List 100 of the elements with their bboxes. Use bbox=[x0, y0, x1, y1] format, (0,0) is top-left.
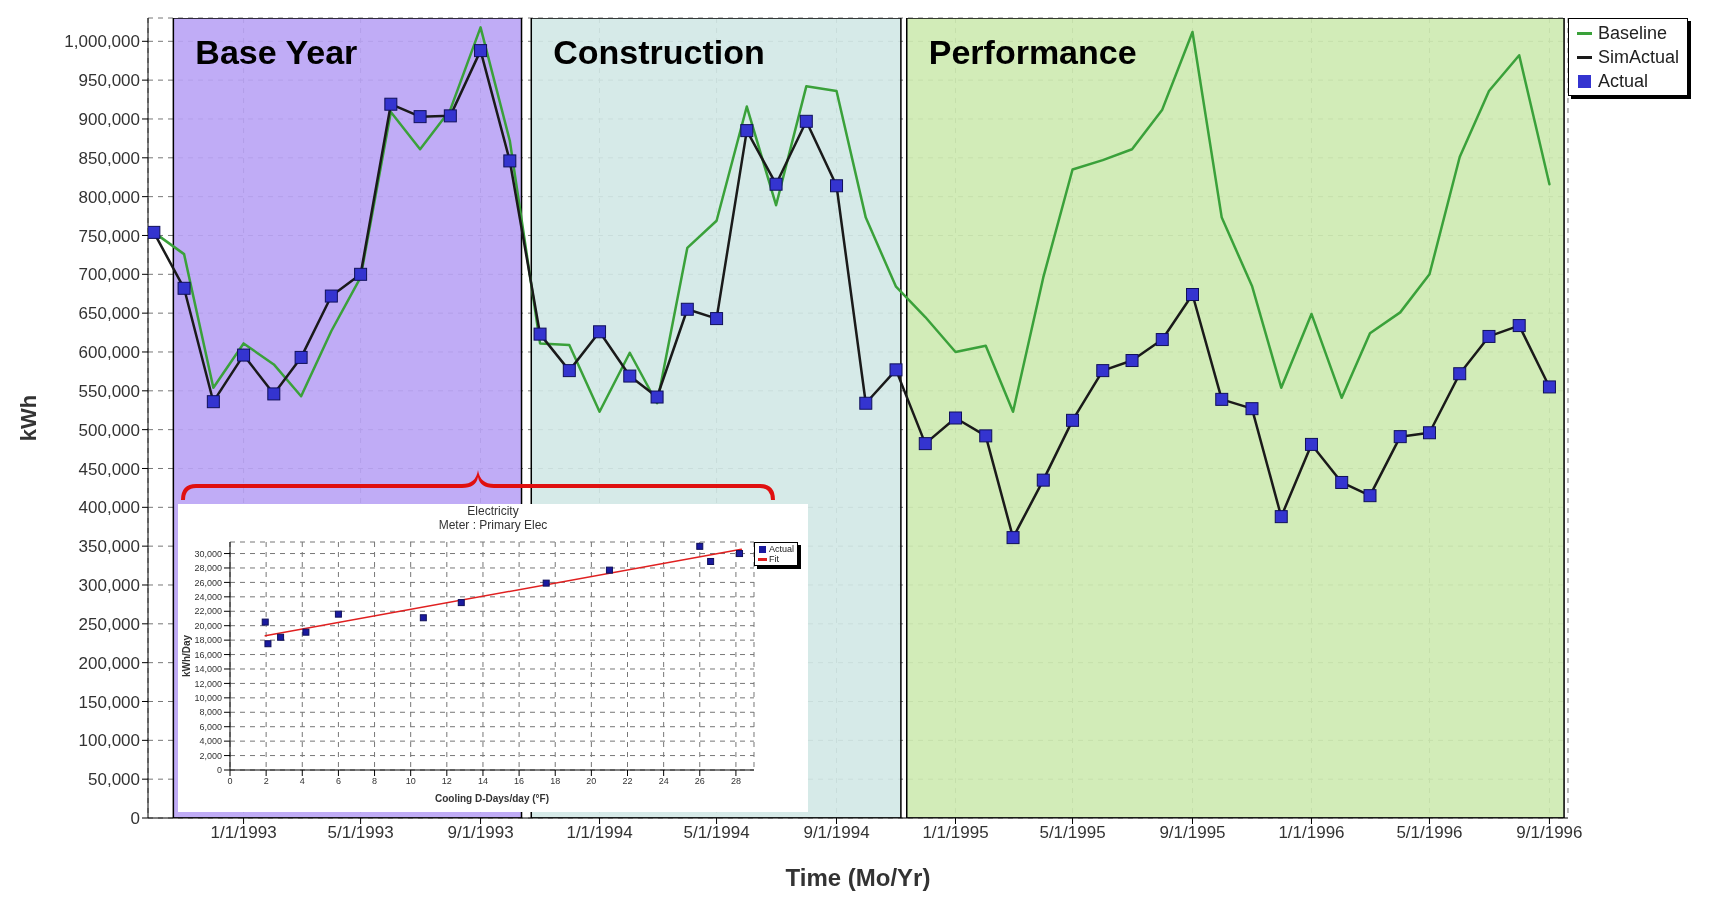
y-tick-label: 900,000 bbox=[78, 110, 140, 130]
y-tick-label: 30,000 bbox=[194, 548, 222, 559]
x-tick-label: 18 bbox=[550, 776, 561, 787]
y-tick-label: 6,000 bbox=[199, 721, 222, 732]
point bbox=[1453, 367, 1467, 381]
point bbox=[623, 369, 637, 383]
y-tick-label: 950,000 bbox=[78, 71, 140, 91]
y-tick-label: 450,000 bbox=[78, 459, 140, 479]
y-tick-label: 850,000 bbox=[78, 148, 140, 168]
band-label: Performance bbox=[928, 33, 1137, 72]
point bbox=[261, 618, 269, 626]
x-tick-label: 1/1/1993 bbox=[210, 823, 277, 843]
point bbox=[696, 542, 704, 550]
point bbox=[1245, 402, 1259, 416]
y-axis-title: kWh bbox=[15, 394, 41, 442]
x-tick-label: 20 bbox=[586, 776, 597, 787]
y-tick-label: 24,000 bbox=[194, 592, 222, 603]
y-tick-label: 400,000 bbox=[78, 498, 140, 518]
x-tick-label: 5/1/1994 bbox=[683, 823, 750, 843]
y-tick-label: 650,000 bbox=[78, 304, 140, 324]
point bbox=[148, 225, 161, 239]
point bbox=[503, 154, 517, 168]
y-tick-label: 1,000,000 bbox=[64, 32, 140, 52]
y-tick-label: 750,000 bbox=[78, 226, 140, 246]
point bbox=[859, 396, 873, 410]
x-tick-label: 9/1/1994 bbox=[803, 823, 870, 843]
y-tick-label: 0 bbox=[216, 765, 222, 776]
point bbox=[1215, 392, 1229, 406]
y-tick-label: 12,000 bbox=[194, 678, 222, 689]
x-tick-label: 8 bbox=[372, 776, 378, 787]
band-label: Base Year bbox=[195, 33, 358, 72]
point bbox=[324, 289, 338, 303]
point bbox=[769, 177, 783, 191]
point bbox=[562, 364, 576, 378]
y-tick-label: 150,000 bbox=[78, 692, 140, 712]
point bbox=[302, 628, 310, 636]
y-tick-label: 4,000 bbox=[199, 736, 222, 747]
point bbox=[979, 429, 993, 443]
point bbox=[237, 348, 251, 362]
point bbox=[1482, 329, 1496, 343]
point bbox=[1512, 319, 1526, 333]
point bbox=[294, 350, 308, 364]
point bbox=[277, 633, 285, 641]
point bbox=[474, 44, 488, 58]
point bbox=[710, 312, 724, 326]
point bbox=[384, 97, 398, 111]
chart-subtitle: Meter : Primary Elec bbox=[437, 518, 549, 532]
point bbox=[264, 640, 272, 648]
x-tick-label: 5/1/1993 bbox=[327, 823, 394, 843]
y-tick-label: 20,000 bbox=[194, 620, 222, 631]
y-tick-label: 8,000 bbox=[199, 707, 222, 718]
point bbox=[457, 599, 465, 607]
y-tick-label: 0 bbox=[130, 809, 140, 829]
x-tick-label: 12 bbox=[441, 776, 452, 787]
x-tick-label: 1/1/1996 bbox=[1278, 823, 1345, 843]
x-tick-label: 22 bbox=[622, 776, 633, 787]
point bbox=[680, 302, 694, 316]
point bbox=[267, 387, 281, 401]
point bbox=[1274, 510, 1288, 524]
point bbox=[605, 566, 613, 574]
point bbox=[354, 267, 368, 281]
y-tick-label: 800,000 bbox=[78, 187, 140, 207]
point bbox=[443, 109, 457, 123]
point bbox=[206, 395, 220, 409]
y-tick-label: 2,000 bbox=[199, 750, 222, 761]
point bbox=[1096, 364, 1110, 378]
x-tick-label: 9/1/1996 bbox=[1516, 823, 1583, 843]
y-tick-label: 500,000 bbox=[78, 420, 140, 440]
y-tick-label: 18,000 bbox=[194, 635, 222, 646]
y-tick-label: 10,000 bbox=[194, 693, 222, 704]
point bbox=[650, 390, 664, 404]
x-tick-label: 5/1/1996 bbox=[1396, 823, 1463, 843]
point bbox=[1006, 531, 1020, 545]
x-tick-label: 5/1/1995 bbox=[1039, 823, 1106, 843]
x-tick-label: 26 bbox=[694, 776, 705, 787]
point bbox=[1542, 380, 1556, 394]
y-tick-label: 22,000 bbox=[194, 606, 222, 617]
x-tick-label: 24 bbox=[658, 776, 669, 787]
y-tick-label: 28,000 bbox=[194, 563, 222, 574]
legend-label: Baseline bbox=[1597, 22, 1668, 45]
point bbox=[949, 411, 963, 425]
legend-label: SimActual bbox=[1597, 46, 1679, 69]
x-tick-label: 1/1/1995 bbox=[922, 823, 989, 843]
point bbox=[918, 437, 932, 451]
x-axis-title: Cooling D-Days/day (°F) bbox=[434, 793, 549, 804]
point bbox=[1335, 475, 1349, 489]
chart-title: Electricity bbox=[466, 504, 520, 518]
y-tick-label: 14,000 bbox=[194, 664, 222, 675]
point bbox=[593, 325, 607, 339]
x-tick-label: 2 bbox=[263, 776, 269, 787]
band-label: Construction bbox=[553, 33, 765, 72]
point bbox=[1393, 430, 1407, 444]
y-tick-label: 16,000 bbox=[194, 649, 222, 660]
point bbox=[736, 550, 744, 558]
point bbox=[1422, 426, 1436, 440]
x-tick-label: 10 bbox=[405, 776, 416, 787]
point bbox=[1066, 413, 1080, 427]
y-tick-label: 200,000 bbox=[78, 653, 140, 673]
x-tick-label: 16 bbox=[514, 776, 525, 787]
y-tick-label: 250,000 bbox=[78, 614, 140, 634]
